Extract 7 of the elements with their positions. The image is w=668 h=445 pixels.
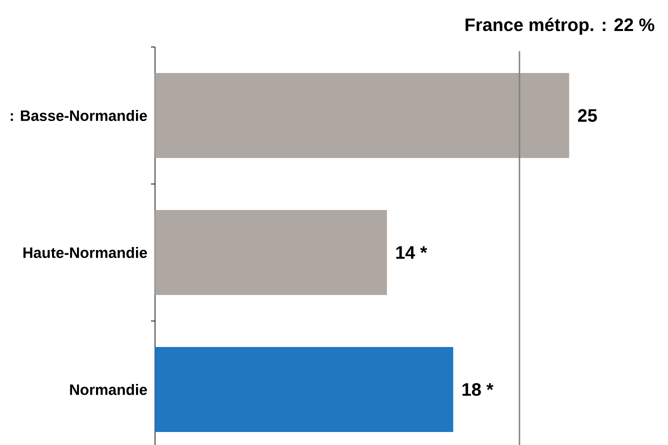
y-tick-label: Normandie xyxy=(70,384,147,396)
data-label: 14 * xyxy=(396,246,428,259)
data-label: 25 xyxy=(578,109,597,122)
y-tick-label: : Basse-Normandie xyxy=(10,110,147,122)
ref-line-label: France métrop. : 22 % xyxy=(466,18,654,35)
y-tick-label: Haute-Normandie xyxy=(23,246,147,258)
data-label: 18 * xyxy=(462,383,494,396)
